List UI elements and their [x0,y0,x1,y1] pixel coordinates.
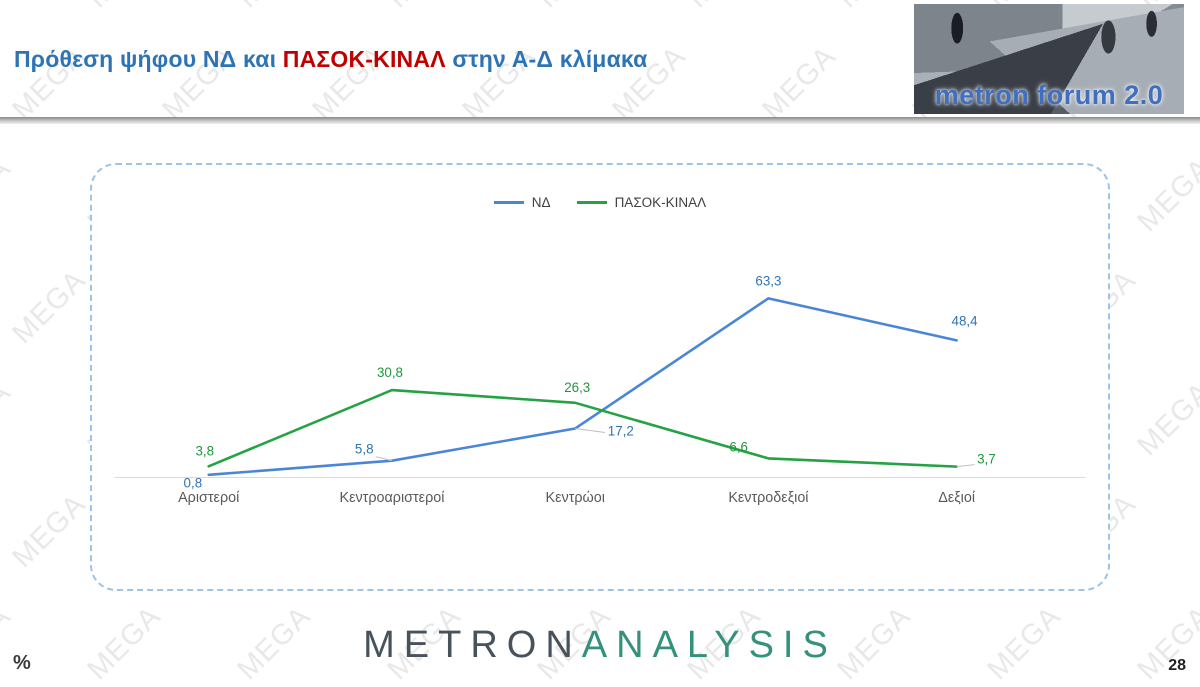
svg-text:17,2: 17,2 [608,423,634,438]
legend-item-pasok-kinal: ΠΑΣΟΚ-ΚΙΝΑΛ [576,195,707,210]
watermark-text: MEGA [0,152,18,239]
title-part-1: Πρόθεση ψήφου ΝΔ και [14,46,283,72]
chart-svg: 0,8 5,8 17,2 63,3 48,4 3,8 30,8 26,3 6,6 3,7 Αριστ… [114,273,1086,506]
chart-card: ΝΔ ΠΑΣΟΚ-ΚΙΝΑΛ 0,8 5,8 17,2 63,3 48,4 3,8 30,8… [90,163,1110,591]
header: Πρόθεση ψήφου ΝΔ και ΠΑΣΟΚ-ΚΙΝΑΛ στην Α-… [0,0,1200,117]
metron-forum-logo-text: metron forum 2.0 [934,80,1164,110]
page-number: 28 [1168,657,1186,674]
svg-text:48,4: 48,4 [952,314,979,329]
svg-text:Κεντρώοι: Κεντρώοι [546,490,605,506]
watermark-text: MEGA [1131,376,1200,463]
legend-line-swatch-pasok-kinal [576,201,607,204]
watermark-text: MEGA [0,376,18,463]
svg-text:Κεντροδεξιοί: Κεντροδεξιοί [728,490,809,506]
header-divider [0,117,1200,124]
title-part-3: στην Α-Δ κλίμακα [445,46,648,72]
svg-text:3,7: 3,7 [977,452,996,467]
svg-text:Αριστεροί: Αριστεροί [178,490,240,506]
legend-item-nd: ΝΔ [493,195,551,210]
legend-line-swatch-nd [493,201,524,204]
chart-legend: ΝΔ ΠΑΣΟΚ-ΚΙΝΑΛ [92,195,1108,210]
legend-label-nd: ΝΔ [531,195,551,210]
svg-text:3,8: 3,8 [195,443,214,458]
watermark-text: MEGA [6,264,93,351]
logo-metron: METRON [363,624,582,666]
legend-label-pasok-kinal: ΠΑΣΟΚ-ΚΙΝΑΛ [614,195,707,210]
svg-text:30,8: 30,8 [377,365,403,380]
svg-text:6,6: 6,6 [729,439,748,454]
svg-text:Κεντροαριστεροί: Κεντροαριστεροί [339,490,445,506]
title-part-2: ΠΑΣΟΚ-ΚΙΝΑΛ [282,46,446,72]
svg-text:0,8: 0,8 [184,476,203,491]
svg-text:26,3: 26,3 [564,380,590,395]
svg-text:Δεξιοί: Δεξιοί [938,490,976,506]
logo-analysis: ANALYSIS [581,624,837,666]
svg-text:63,3: 63,3 [755,273,781,288]
metron-forum-logo: metron forum 2.0 [914,4,1184,114]
watermark-text: MEGA [6,488,93,575]
page-title: Πρόθεση ψήφου ΝΔ και ΠΑΣΟΚ-ΚΙΝΑΛ στην Α-… [14,46,648,73]
svg-text:5,8: 5,8 [355,442,374,457]
metron-analysis-logo: METRONANALYSIS [0,624,1200,667]
watermark-text: MEGA [1131,152,1200,239]
axis-unit-label: % [13,652,31,674]
